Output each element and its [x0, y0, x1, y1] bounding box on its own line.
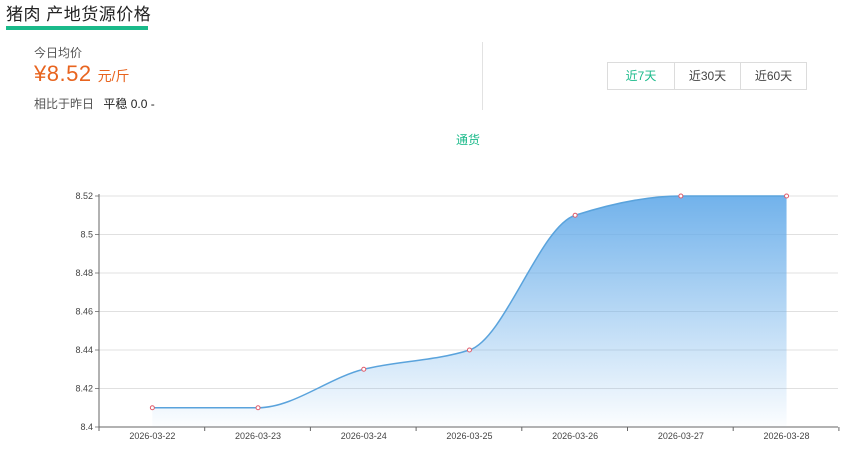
compare-value: 0.0 -	[130, 97, 155, 111]
y-tick-label: 8.4	[80, 422, 93, 432]
tab-7-days[interactable]: 近7天	[608, 63, 674, 89]
x-tick-label: 2026-03-26	[552, 431, 598, 441]
x-tick-label: 2026-03-25	[446, 431, 492, 441]
compare-label: 相比于昨日	[34, 97, 95, 111]
y-tick-label: 8.48	[75, 268, 93, 278]
data-point	[784, 193, 790, 199]
x-tick-label: 2026-03-28	[764, 431, 810, 441]
y-tick-label: 8.52	[75, 191, 93, 201]
price-label: 今日均价	[34, 46, 83, 60]
data-point	[361, 366, 367, 372]
x-tick-label: 2026-03-23	[235, 431, 281, 441]
panel-divider	[482, 42, 483, 110]
data-point	[255, 405, 261, 411]
series-area	[152, 196, 787, 427]
tab-60-days[interactable]: 近60天	[740, 63, 806, 89]
data-point	[572, 212, 578, 218]
price-unit: 元/斤	[97, 68, 130, 84]
title-block: 猪肉 产地货源价格	[6, 4, 152, 30]
range-tabs: 近7天 近30天 近60天	[607, 62, 807, 90]
page-title: 猪肉 产地货源价格	[6, 5, 152, 24]
y-tick-label: 8.42	[75, 384, 93, 394]
data-point	[466, 347, 472, 353]
y-tick-label: 8.46	[75, 307, 93, 317]
price-line: ¥8.52 元/斤	[34, 61, 129, 87]
x-tick-label: 2026-03-24	[341, 431, 387, 441]
compare-status: 平稳	[103, 97, 128, 111]
data-point	[678, 193, 684, 199]
x-tick-label: 2026-03-22	[129, 431, 175, 441]
tab-30-days[interactable]: 近30天	[674, 63, 740, 89]
x-tick-label: 2026-03-27	[658, 431, 704, 441]
price-panel: 今日均价 ¥8.52 元/斤 相比于昨日 平稳 0.0 -	[34, 44, 474, 114]
y-tick-label: 8.44	[75, 345, 93, 355]
y-tick-label: 8.5	[80, 230, 93, 240]
chart-legend[interactable]: 通货	[0, 131, 848, 148]
legend-series-label[interactable]: 通货	[455, 133, 480, 147]
title-underline	[6, 26, 148, 30]
compare-line: 相比于昨日 平稳 0.0 -	[34, 95, 155, 112]
data-point	[149, 405, 155, 411]
price-value: ¥8.52	[34, 61, 92, 86]
